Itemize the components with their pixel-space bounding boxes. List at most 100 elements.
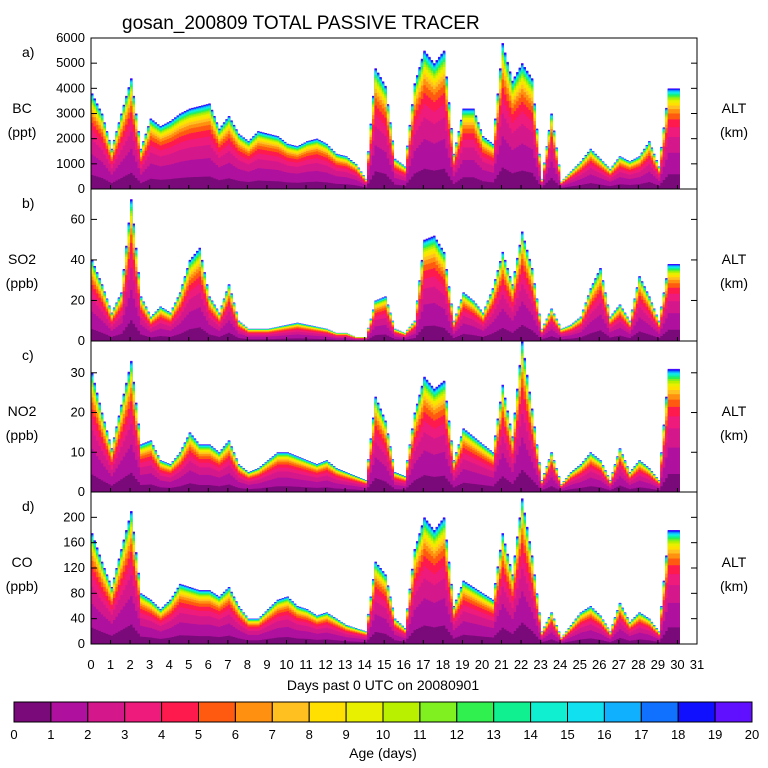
colorbar-swatch [530,701,568,723]
colorbar-swatch [640,701,679,723]
x-tick-label: 11 [299,657,313,672]
units-label: (ppb) [6,275,39,291]
x-tick-label: 18 [436,657,450,672]
x-tick-label: 3 [146,657,153,672]
x-tick-label: 31 [690,657,704,672]
x-tick-label: 2 [126,657,133,672]
colorbar-swatch [161,701,200,723]
colorbar-swatch [124,701,163,723]
x-tick-label: 14 [357,657,371,672]
colorbar-swatch [308,701,347,723]
y-tick-label: 60 [71,211,85,226]
alt-units-label: (km) [720,427,748,443]
x-tick-label: 0 [87,657,94,672]
colorbar-swatch [382,701,421,723]
x-tick-label: 4 [166,657,173,672]
panel-letter: c) [22,347,34,363]
y-tick-label: 80 [71,585,85,600]
alt-label: ALT [722,403,747,419]
y-tick-label: 160 [63,535,85,550]
x-tick-label: 15 [377,657,391,672]
colorbar-tick-label: 18 [671,727,685,742]
y-tick-label: 30 [71,365,85,380]
y-tick-label: 20 [71,292,85,307]
x-tick-label: 8 [244,657,251,672]
y-tick-label: 0 [78,333,85,348]
colorbar-tick-label: 20 [745,727,759,742]
area-band-1 [91,591,680,644]
x-tick-label: 24 [553,657,567,672]
colorbar-tick-label: 7 [269,727,276,742]
colorbar-swatch [567,701,605,723]
y-tick-label: 4000 [56,80,85,95]
colorbar-swatch [456,701,495,723]
x-tick-label: 7 [224,657,231,672]
age-colorbar: 0 1 2 3 4 5 6 7 8 9 10 11 12 13 14 15 16 17 18 19 20 [10,701,759,742]
y-tick-label: 0 [78,484,85,499]
alt-label: ALT [722,554,747,570]
colorbar-tick-label: 6 [232,727,239,742]
colorbar-tick-label: 5 [195,727,202,742]
colorbar-swatch [677,701,716,723]
y-tick-label: 0 [78,636,85,651]
x-tick-label: 23 [533,657,547,672]
axis-ticks: 0100020003000400050006000a)BC(ppt)ALT(km… [6,30,748,672]
colorbar-tick-label: 1 [47,727,54,742]
panel-letter: b) [22,195,34,211]
colorbar-tick-label: 3 [121,727,128,742]
colorbar-swatch [87,701,126,723]
area-band-0 [91,320,680,341]
units-label: (ppt) [8,124,37,140]
colorbar-swatch [493,701,532,723]
area-band-0 [91,167,680,189]
x-axis-label: Days past 0 UTC on 20080901 [287,677,479,693]
colorbar-tick-label: 16 [597,727,611,742]
x-tick-label: 25 [572,657,586,672]
colorbar-tick-label: 11 [413,727,427,742]
panel-letter: d) [22,498,34,514]
x-tick-label: 30 [670,657,684,672]
area-band-1 [91,289,680,341]
y-tick-label: 6000 [56,30,85,45]
colorbar-swatch [198,701,236,723]
x-tick-label: 28 [631,657,645,672]
units-label: (ppb) [6,427,39,443]
y-tick-label: 40 [71,252,85,267]
alt-units-label: (km) [720,275,748,291]
area-band-0 [91,469,680,492]
y-tick-label: 1000 [56,156,85,171]
x-tick-label: 27 [612,657,626,672]
panel-letter: a) [22,44,34,60]
stacked-age-areas [91,43,680,644]
y-tick-label: 0 [78,181,85,196]
alt-units-label: (km) [720,124,748,140]
x-tick-label: 1 [107,657,114,672]
x-tick-label: 20 [475,657,489,672]
x-tick-label: 5 [185,657,192,672]
x-tick-label: 19 [455,657,469,672]
area-band-0 [91,622,680,644]
species-label: SO2 [8,251,36,267]
colorbar-swatch [234,701,273,723]
colorbar-tick-label: 8 [306,727,313,742]
colorbar-swatch [13,701,52,723]
x-tick-label: 26 [592,657,606,672]
x-tick-label: 22 [514,657,528,672]
alt-label: ALT [722,251,747,267]
colorbar-swatch [50,701,89,723]
colorbar-tick-label: 2 [84,727,91,742]
colorbar-swatch [714,701,753,723]
colorbar-swatch [603,701,642,723]
colorbar-tick-label: 12 [450,727,464,742]
x-tick-label: 10 [279,657,293,672]
alt-units-label: (km) [720,578,748,594]
y-tick-label: 2000 [56,131,85,146]
area-band-1 [91,437,680,492]
y-tick-label: 20 [71,405,85,420]
x-tick-label: 29 [651,657,665,672]
y-tick-label: 5000 [56,55,85,70]
x-tick-label: 13 [338,657,352,672]
chart-title: gosan_200809 TOTAL PASSIVE TRACER [122,13,480,34]
species-label: BC [12,100,31,116]
